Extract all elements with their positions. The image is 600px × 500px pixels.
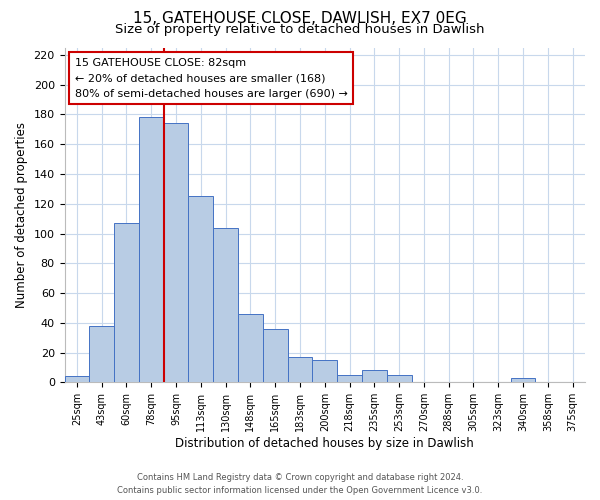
Bar [114, 223, 139, 382]
Text: Contains HM Land Registry data © Crown copyright and database right 2024.
Contai: Contains HM Land Registry data © Crown c… [118, 474, 482, 495]
Bar [263, 329, 287, 382]
Bar [387, 375, 412, 382]
Bar [287, 357, 313, 382]
Bar [337, 375, 362, 382]
Bar [164, 124, 188, 382]
Text: 15, GATEHOUSE CLOSE, DAWLISH, EX7 0EG: 15, GATEHOUSE CLOSE, DAWLISH, EX7 0EG [133, 11, 467, 26]
Bar [188, 196, 213, 382]
Text: Size of property relative to detached houses in Dawlish: Size of property relative to detached ho… [115, 22, 485, 36]
Bar [362, 370, 387, 382]
Text: 15 GATEHOUSE CLOSE: 82sqm
← 20% of detached houses are smaller (168)
80% of semi: 15 GATEHOUSE CLOSE: 82sqm ← 20% of detac… [75, 58, 348, 98]
Bar [213, 228, 238, 382]
Bar [238, 314, 263, 382]
Bar [313, 360, 337, 382]
Y-axis label: Number of detached properties: Number of detached properties [15, 122, 28, 308]
Bar [511, 378, 535, 382]
Bar [89, 326, 114, 382]
X-axis label: Distribution of detached houses by size in Dawlish: Distribution of detached houses by size … [175, 437, 474, 450]
Bar [139, 118, 164, 382]
Bar [65, 376, 89, 382]
